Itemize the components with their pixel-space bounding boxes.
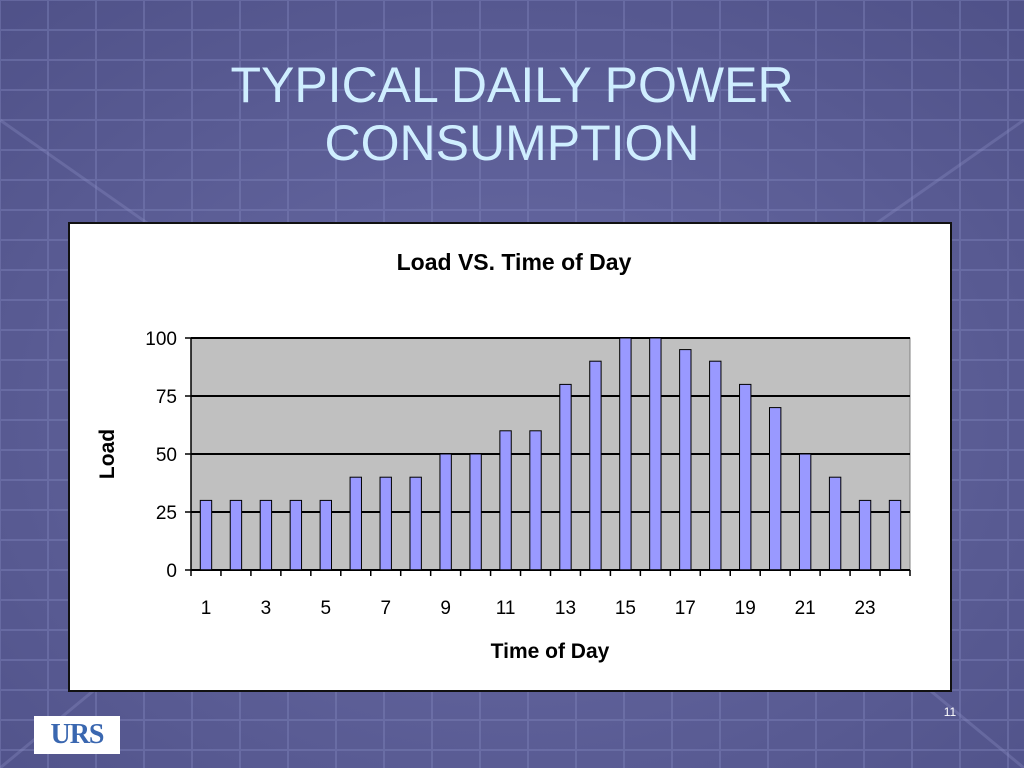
y-tick-label: 25 xyxy=(156,503,177,524)
x-tick-label: 7 xyxy=(380,598,391,619)
bar-hour-5 xyxy=(319,499,333,571)
x-tick-label: 1 xyxy=(201,598,212,619)
y-tick-label: 0 xyxy=(166,561,177,582)
chart-title: Load VS. Time of Day xyxy=(397,249,632,275)
bar-hour-12 xyxy=(529,430,542,571)
bar-hour-11 xyxy=(499,430,512,571)
slide-title-line-2: CONSUMPTION xyxy=(324,115,700,171)
bar-hour-21 xyxy=(798,453,812,571)
bar-hour-13 xyxy=(559,383,572,571)
y-tick-label: 100 xyxy=(145,329,177,350)
x-tick-label: 17 xyxy=(675,598,696,619)
page-number: 11 xyxy=(943,705,957,719)
bar-hour-4 xyxy=(289,499,303,571)
slide-title: TYPICAL DAILY POWER CONSUMPTION xyxy=(0,56,1024,172)
y-tick-label: 50 xyxy=(156,445,177,466)
x-axis-title: Time of Day xyxy=(491,640,610,663)
bar-hour-2 xyxy=(229,499,243,571)
bar-hour-7 xyxy=(379,476,392,571)
bar-hour-3 xyxy=(259,499,273,571)
bar-hour-18 xyxy=(709,360,722,571)
bar-hour-24 xyxy=(888,499,902,571)
x-tick-label: 5 xyxy=(321,598,332,619)
slide-title-line-1: TYPICAL DAILY POWER xyxy=(230,57,794,113)
bar-hour-23 xyxy=(858,499,872,571)
x-tick-label: 11 xyxy=(496,598,516,619)
x-tick-label: 15 xyxy=(615,598,636,619)
bar-hour-19 xyxy=(739,383,752,571)
x-tick-label: 13 xyxy=(555,598,576,619)
y-tick-label: 75 xyxy=(156,387,177,408)
bar-hour-8 xyxy=(409,476,422,571)
x-tick-label: 3 xyxy=(261,598,272,619)
x-tick-label: 9 xyxy=(440,598,451,619)
x-tick-label: 21 xyxy=(795,598,816,619)
chart-container: Load VS. Time of Day 0 25 50 75 100 1 3 5 7 9 11 13… xyxy=(68,222,952,692)
bar-hour-9 xyxy=(439,453,452,571)
bar-hour-20 xyxy=(768,407,782,571)
bar-hour-10 xyxy=(469,453,482,571)
x-tick-label: 19 xyxy=(735,598,756,619)
bar-hour-17 xyxy=(679,349,692,571)
logo-text: URS xyxy=(50,719,104,750)
bar-hour-6 xyxy=(349,476,362,571)
urs-logo: URS xyxy=(34,716,120,754)
bar-hour-1 xyxy=(199,499,213,571)
bar-hour-22 xyxy=(828,476,842,571)
bar-hour-14 xyxy=(589,360,602,571)
bar-hour-15 xyxy=(619,337,632,571)
y-axis-title: Load xyxy=(96,429,119,479)
x-tick-label: 23 xyxy=(854,598,875,619)
bar-hour-16 xyxy=(649,337,662,571)
